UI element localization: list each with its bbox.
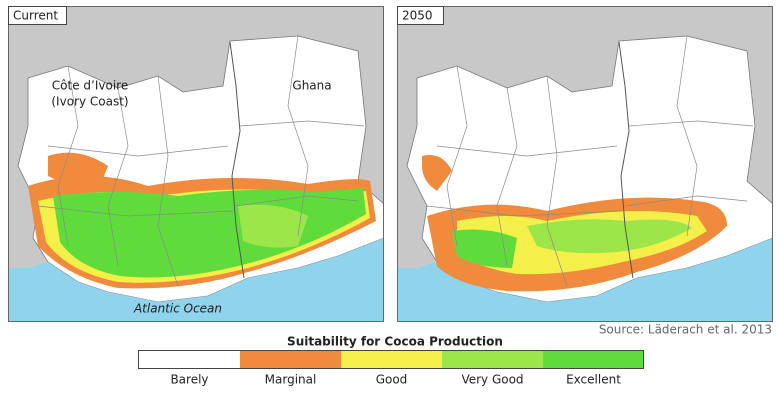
legend-label: Barely: [170, 373, 208, 387]
legend-label: Good: [376, 373, 408, 387]
source: Source: Läderach et al. 2013: [599, 323, 772, 337]
legend-swatch: [341, 351, 442, 368]
map-2050: [397, 6, 773, 322]
suitability-area: [527, 219, 692, 254]
legend-label: Very Good: [461, 373, 523, 387]
legend-swatch: [442, 351, 543, 368]
legend: Barely Marginal Good Very Good Excellent: [139, 351, 644, 387]
map-current: [8, 6, 384, 322]
legend-swatch: [240, 351, 341, 368]
suitability-area: [48, 152, 108, 191]
ocean-label: Atlantic Ocean: [133, 302, 222, 316]
country-label: Ghana: [292, 79, 331, 93]
legend-swatch: [543, 351, 644, 368]
suitability-area: [422, 155, 452, 191]
panel-label: 2050: [402, 9, 433, 23]
country-label: (Ivory Coast): [51, 95, 128, 109]
panel-label-box: [8, 6, 67, 25]
suitability-area: [452, 229, 517, 268]
legend-title: Suitability for Cocoa Production: [287, 335, 503, 349]
panel-label: Current: [13, 9, 58, 23]
panel-label-box: [397, 6, 444, 25]
legend-label: Excellent: [566, 373, 621, 387]
suitability-area: [238, 204, 308, 248]
legend-label: Marginal: [265, 373, 317, 387]
legend-swatch: [139, 351, 240, 368]
country-label: Côte d’Ivoire: [52, 79, 128, 93]
legend-frame: [138, 350, 644, 369]
